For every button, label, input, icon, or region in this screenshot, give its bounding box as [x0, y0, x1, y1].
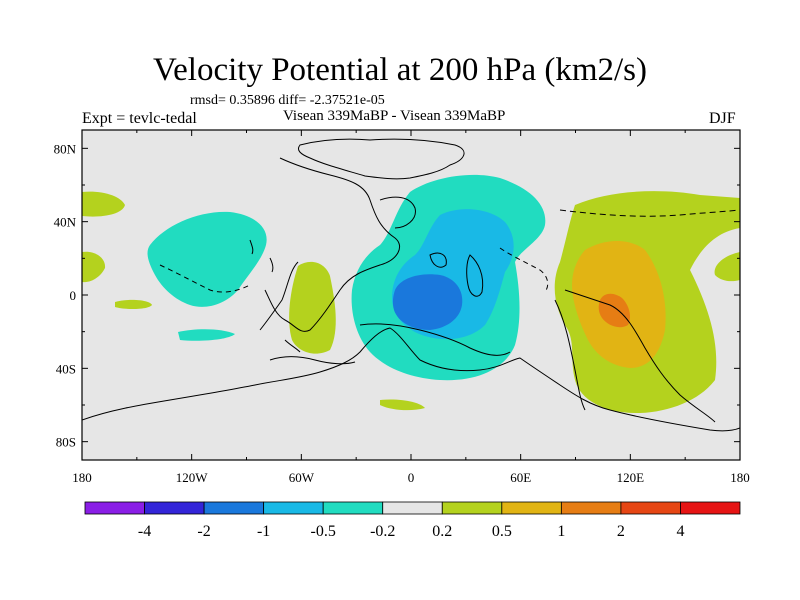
- coastline-east-arc: [554, 299, 586, 411]
- colorbar-label: 1: [557, 523, 565, 540]
- negative-region-small-sw: [178, 329, 235, 341]
- colorbar-swatch: [620, 501, 681, 515]
- x-tick-label: 60E: [510, 470, 531, 485]
- colorbar-swatch: [501, 501, 562, 515]
- x-tick-label: 120W: [176, 470, 209, 485]
- colorbar-swatch: [322, 501, 384, 515]
- coastline-southern-interior: [564, 289, 716, 423]
- colorbar: -4 -2 -1 -0.5 -0.2 0.2 0.5 1 2 4: [84, 501, 741, 540]
- positive-region-west-edge-1: [82, 191, 125, 217]
- season-label: DJF: [709, 110, 736, 127]
- coastline-west-islands: [249, 239, 301, 353]
- positive-region-east-edge: [714, 252, 740, 282]
- x-tick-label: 120E: [617, 470, 645, 485]
- stats-text: rmsd= 0.35896 diff= -2.37521e-05: [190, 93, 385, 108]
- coastline-east-dashes: [559, 209, 740, 217]
- y-tick-label: 80S: [56, 435, 76, 450]
- experiment-label: Expt = tevlc-tedal: [82, 110, 197, 127]
- negative-region-west: [147, 211, 267, 307]
- y-tick-label: 0: [70, 288, 77, 303]
- coastlines: [82, 138, 740, 432]
- chart-title: Velocity Potential at 200 hPa (km2/s): [152, 52, 648, 88]
- colorbar-swatch: [382, 501, 443, 515]
- colorbar-swatch: [560, 501, 622, 515]
- x-tick-label: 180: [72, 470, 92, 485]
- colorbar-swatch: [441, 501, 503, 515]
- colorbar-label: -0.5: [311, 523, 336, 540]
- coastline-mid-shelf: [359, 323, 511, 356]
- coastline-southern-shelf: [269, 356, 356, 365]
- colorbar-swatch: [144, 501, 205, 515]
- colorbar-label: -2: [197, 523, 210, 540]
- coastline-southern-interior-2: [259, 261, 299, 331]
- coastline-central-east: [379, 196, 416, 229]
- colorbar-label: 2: [617, 523, 625, 540]
- coastline-islands-2: [466, 254, 484, 297]
- positive-region-west-edge-2: [82, 251, 106, 283]
- coastline-north-dashes: [499, 247, 549, 293]
- x-tick-label: 0: [408, 470, 415, 485]
- colorbar-label: -4: [138, 523, 151, 540]
- y-tick-label: 40S: [56, 361, 76, 376]
- colorbar-swatch: [203, 501, 265, 515]
- colorbar-label: 4: [676, 523, 684, 540]
- coastline-southern-continent: [82, 327, 740, 432]
- colorbar-swatch: [680, 501, 741, 515]
- positive-region-southern-ocean: [380, 399, 425, 411]
- colorbar-label: -1: [257, 523, 270, 540]
- coastline-islands-1: [429, 252, 447, 268]
- positive-region-central-west: [289, 261, 336, 354]
- coastline-west-dashes: [159, 264, 251, 293]
- map-field: [82, 130, 740, 460]
- coastline-north-polar: [297, 138, 465, 180]
- axes: 180 120W 60W 0 60E 120E 180 80N 40N 0 40S 80S: [54, 130, 750, 485]
- colorbar-label: 0.5: [492, 523, 512, 540]
- colorbar-swatch: [263, 501, 324, 515]
- comparison-label: Visean 339MaBP - Visean 339MaBP: [283, 108, 506, 124]
- y-tick-label: 80N: [54, 141, 77, 156]
- y-tick-label: 40N: [54, 215, 77, 230]
- positive-region-small-sw: [115, 299, 152, 310]
- x-tick-label: 60W: [289, 470, 315, 485]
- colorbar-swatch: [84, 501, 145, 515]
- x-tick-label: 180: [730, 470, 750, 485]
- coastline-northern-continent: [264, 157, 400, 332]
- colorbar-label: 0.2: [432, 523, 452, 540]
- negative-region-core: [392, 274, 463, 330]
- positive-region-1-2: [598, 293, 630, 328]
- colorbar-label: -0.2: [370, 523, 395, 540]
